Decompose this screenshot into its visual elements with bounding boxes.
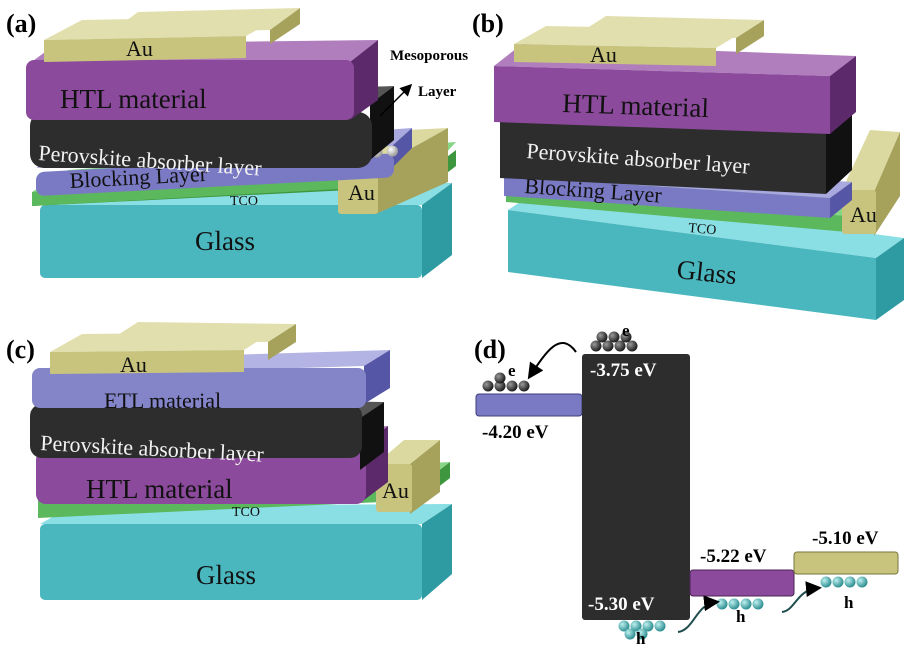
electron-dot xyxy=(518,380,530,392)
panel-a: (a) Glass TCO Au Blocking Layer xyxy=(6,8,468,278)
hole-dot xyxy=(716,598,728,610)
htl-level-bar xyxy=(689,569,795,597)
au-side-label: Au xyxy=(850,202,877,227)
electron-dot xyxy=(482,380,494,392)
htl-layer: HTL material xyxy=(494,44,856,134)
hole-dot xyxy=(740,598,752,610)
au-level-bar xyxy=(793,551,899,575)
perovskite-bandgap-block xyxy=(582,354,690,620)
glass-label: Glass xyxy=(196,560,256,590)
glass-label: Glass xyxy=(675,254,738,290)
glass-label: Glass xyxy=(195,226,255,256)
hole-dot xyxy=(624,628,636,640)
htl-label: HTL material xyxy=(562,88,710,123)
electron-dot xyxy=(620,331,632,343)
electron-dot xyxy=(602,340,614,352)
panel-d: (d) -4.20 eV -3.75 eV -5.30 eV -5.22 eV … xyxy=(474,321,899,645)
perovskite-cb-label: -3.75 eV xyxy=(590,360,657,381)
electron-carriers xyxy=(482,331,638,392)
hole-dot xyxy=(832,576,844,588)
electron-dot xyxy=(506,380,518,392)
electron-label-etl: e xyxy=(508,361,516,380)
hole-carriers xyxy=(618,576,868,640)
au-top-electrode: Au xyxy=(44,8,300,62)
panel-b-label: (b) xyxy=(472,9,504,38)
etl-level-label: -4.20 eV xyxy=(482,422,549,443)
hole-label-au: h xyxy=(844,593,854,612)
tco-label: TCO xyxy=(688,221,717,238)
electron-label-perovskite: e xyxy=(622,321,630,340)
hole-dot xyxy=(856,576,868,588)
etl-label: ETL material xyxy=(104,388,221,413)
electron-dot xyxy=(494,372,506,384)
tco-label: TCO xyxy=(232,505,260,520)
hole-transfer-arrow-1 xyxy=(677,595,720,633)
electron-dot xyxy=(614,340,626,352)
au-top-label: Au xyxy=(590,42,617,67)
electron-dot xyxy=(626,340,638,352)
hole-dot xyxy=(752,598,764,610)
hole-dot xyxy=(618,620,630,632)
mesoporous-label: Mesoporous xyxy=(390,48,468,64)
panel-c-label: (c) xyxy=(6,335,35,364)
hole-dot xyxy=(636,628,648,640)
hole-dot xyxy=(630,620,642,632)
hole-dot xyxy=(728,598,740,610)
htl-label: HTL material xyxy=(60,84,207,114)
au-side-label: Au xyxy=(348,180,375,205)
hole-dot xyxy=(642,620,654,632)
panel-a-label: (a) xyxy=(6,9,36,38)
hole-label-htl: h xyxy=(736,607,746,626)
tco-label: TCO xyxy=(230,194,258,209)
electron-dot xyxy=(494,380,506,392)
mesoporous-arrow xyxy=(379,83,413,117)
au-top-label: Au xyxy=(120,352,147,377)
panel-b: (b) Glass TCO Au Blocking Layer xyxy=(472,9,904,320)
electron-transfer-arrow xyxy=(527,341,577,380)
perovskite-vb-label: -5.30 eV xyxy=(588,594,655,615)
mesoporous-layer-label: Layer xyxy=(418,84,457,100)
mesoporous-bead xyxy=(387,145,398,157)
hole-dot xyxy=(820,576,832,588)
electron-dot xyxy=(590,340,602,352)
au-top-label: Au xyxy=(126,36,153,61)
electron-dot xyxy=(596,331,608,343)
au-top-electrode: Au xyxy=(514,16,764,67)
htl-level-label: -5.22 eV xyxy=(700,546,767,567)
panel-d-label: (d) xyxy=(474,335,506,364)
htl-label: HTL material xyxy=(86,474,233,504)
hole-transfer-arrow-2 xyxy=(781,581,822,613)
au-top-electrode: Au xyxy=(50,322,296,377)
hole-label-perovskite: h xyxy=(636,629,646,645)
hole-dot xyxy=(654,620,666,632)
etl-level-bar xyxy=(475,393,583,417)
hole-dot xyxy=(844,576,856,588)
panel-c: (c) Glass TCO Au HTL material xyxy=(6,322,452,600)
au-level-label: -5.10 eV xyxy=(812,528,879,549)
electron-dot xyxy=(608,331,620,343)
